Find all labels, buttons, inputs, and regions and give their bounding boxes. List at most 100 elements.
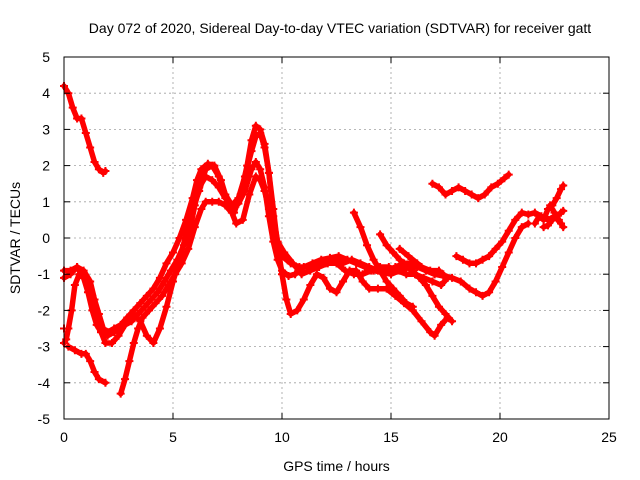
data-point [162, 259, 171, 268]
data-point [472, 288, 481, 297]
data-point [81, 129, 90, 138]
data-point [539, 215, 548, 224]
series-trace-10 [395, 244, 448, 279]
data-point [402, 262, 411, 271]
data-point [77, 114, 86, 123]
data-point [134, 324, 143, 333]
data-point [70, 346, 79, 355]
data-point [123, 317, 132, 326]
data-point [158, 291, 167, 300]
data-point [517, 208, 526, 217]
data-point [86, 143, 95, 152]
data-point [86, 357, 95, 366]
data-point [448, 186, 457, 195]
y-axis-label: SDTVAR / TECUs [7, 182, 23, 294]
data-point [382, 241, 391, 250]
y-tick-label: -2 [38, 302, 51, 318]
series-trace-3 [60, 121, 452, 340]
y-tick-label: 3 [42, 121, 50, 137]
x-tick-label: 20 [492, 429, 508, 445]
data-point [474, 194, 483, 203]
data-point [312, 262, 321, 271]
data-point [251, 121, 260, 130]
data-point [402, 270, 411, 279]
data-point [434, 302, 443, 311]
y-tick-label: -3 [38, 339, 51, 355]
data-point [552, 194, 561, 203]
data-point [465, 284, 474, 293]
data-point [478, 255, 487, 264]
data-point [500, 174, 509, 183]
data-point [376, 266, 385, 275]
data-point [546, 201, 555, 210]
data-point [369, 255, 378, 264]
data-point [140, 302, 149, 311]
data-point [238, 215, 247, 224]
data-point [413, 259, 422, 268]
data-point [232, 219, 241, 228]
data-point [356, 223, 365, 232]
data-point [162, 302, 171, 311]
data-point [330, 255, 339, 264]
y-tick-label: 0 [42, 230, 50, 246]
data-point [264, 205, 273, 214]
data-point [498, 262, 507, 271]
data-point [299, 295, 308, 304]
data-point [190, 223, 199, 232]
data-point [437, 281, 446, 290]
data-point [125, 357, 134, 366]
data-point [251, 157, 260, 166]
data-point [155, 273, 164, 282]
data-point [485, 252, 494, 261]
data-point [339, 259, 348, 268]
data-point [408, 266, 417, 275]
data-point [101, 378, 110, 387]
series-trace-15 [546, 201, 568, 232]
data-point [107, 338, 116, 347]
data-point [83, 288, 92, 297]
series-trace [61, 123, 451, 339]
data-point [184, 244, 193, 253]
y-tick-label: -1 [38, 266, 51, 282]
data-point [319, 273, 328, 282]
data-point [430, 270, 439, 279]
data-point [376, 230, 385, 239]
data-point [94, 165, 103, 174]
data-point [208, 176, 217, 185]
y-tick-label: 4 [42, 85, 50, 101]
data-point [363, 241, 372, 250]
data-point [116, 324, 125, 333]
data-point [129, 338, 138, 347]
data-point [256, 129, 265, 138]
data-point [439, 270, 448, 279]
data-point [97, 328, 106, 337]
data-point [90, 367, 99, 376]
y-tick-label: 1 [42, 194, 50, 210]
data-point [402, 299, 411, 308]
data-point [448, 317, 457, 326]
data-point [456, 277, 465, 286]
data-point [175, 234, 184, 242]
data-point [251, 172, 260, 181]
data-point [269, 223, 278, 232]
data-point [543, 221, 552, 230]
data-point [341, 266, 350, 275]
series-trace-7 [116, 172, 443, 398]
data-point [197, 205, 206, 214]
data-point [530, 219, 539, 228]
data-point [297, 270, 306, 279]
series-trace-8 [349, 208, 417, 311]
data-point [382, 277, 391, 286]
data-point [349, 208, 358, 217]
x-axis-label: GPS time / hours [283, 458, 390, 474]
data-point [164, 281, 173, 290]
data-point [145, 306, 154, 315]
data-point [278, 252, 286, 261]
data-point [434, 183, 443, 192]
data-point [295, 262, 304, 271]
data-point [114, 331, 123, 340]
data-point [169, 248, 177, 257]
data-point [251, 132, 260, 141]
axis-ticks: 0 5 10 15 20 25 -5 -4 -3 -2 -1 0 1 2 3 4 5 [38, 49, 617, 445]
